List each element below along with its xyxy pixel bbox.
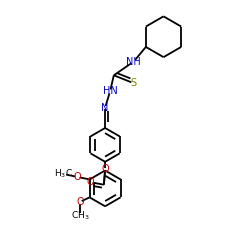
- Text: HN: HN: [103, 86, 118, 97]
- Text: N: N: [102, 102, 109, 113]
- Text: O: O: [101, 164, 109, 174]
- Text: CH$_3$: CH$_3$: [71, 209, 90, 222]
- Text: S: S: [131, 78, 137, 88]
- Text: O: O: [76, 197, 84, 207]
- Text: O: O: [86, 177, 94, 187]
- Text: H$_3$C: H$_3$C: [54, 168, 73, 180]
- Text: NH: NH: [126, 56, 141, 66]
- Text: O: O: [74, 172, 82, 182]
